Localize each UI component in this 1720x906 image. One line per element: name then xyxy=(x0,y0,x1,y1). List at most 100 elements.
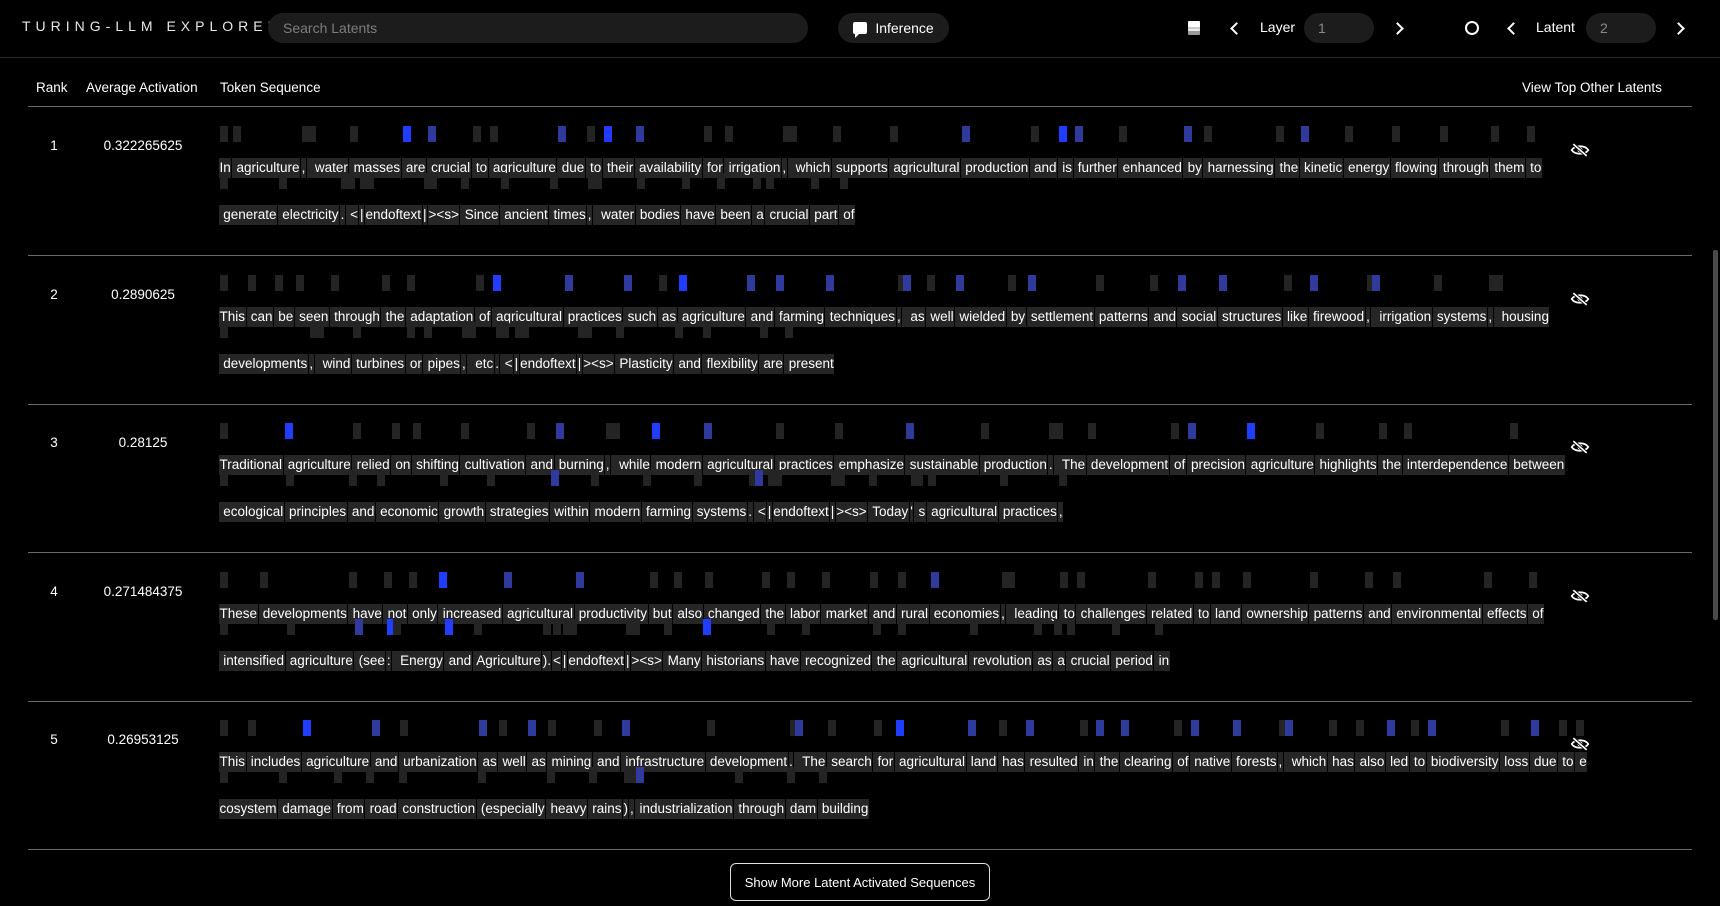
token[interactable]: between xyxy=(1508,423,1565,475)
token[interactable]: is xyxy=(1058,126,1073,178)
token[interactable]: development xyxy=(1086,423,1169,475)
token[interactable]: Traditional xyxy=(219,423,283,475)
token[interactable]: agricultural xyxy=(894,720,966,772)
token[interactable]: agriculture xyxy=(232,126,301,178)
token[interactable]: (especially xyxy=(476,767,546,819)
token[interactable]: agricultural xyxy=(897,619,968,671)
token[interactable]: native xyxy=(1189,720,1231,772)
token[interactable]: , xyxy=(308,322,318,374)
token[interactable]: principles xyxy=(284,470,347,522)
token[interactable]: through xyxy=(1438,126,1490,178)
token[interactable]: enhanced xyxy=(1118,126,1183,178)
token[interactable]: for xyxy=(873,720,894,772)
token[interactable]: present xyxy=(784,322,835,374)
token[interactable]: due xyxy=(1529,720,1557,772)
token[interactable]: Since xyxy=(460,173,499,225)
token[interactable]: ><s> xyxy=(630,619,663,671)
token[interactable]: also xyxy=(1355,720,1385,772)
token[interactable]: can xyxy=(246,275,274,327)
token[interactable]: to xyxy=(1525,126,1542,178)
token[interactable]: , xyxy=(301,126,311,178)
token[interactable]: of xyxy=(839,173,856,225)
token[interactable]: , xyxy=(1487,275,1497,327)
token[interactable]: only xyxy=(407,572,438,624)
token[interactable]: . xyxy=(747,470,757,522)
token[interactable]: emphasize xyxy=(834,423,905,475)
token[interactable]: < xyxy=(345,173,359,225)
token[interactable]: land xyxy=(966,720,997,772)
token[interactable]: | xyxy=(625,619,635,671)
eye-slash-icon[interactable] xyxy=(1570,737,1590,751)
token[interactable]: revolution xyxy=(968,619,1033,671)
token[interactable]: of xyxy=(1169,423,1186,475)
token[interactable]: leading xyxy=(1006,572,1059,624)
token[interactable]: agriculture xyxy=(285,619,354,671)
token[interactable]: and xyxy=(674,322,702,374)
token[interactable]: rains xyxy=(587,767,622,819)
token[interactable]: times xyxy=(549,173,587,225)
token[interactable]: challenges xyxy=(1076,572,1146,624)
token[interactable]: rural xyxy=(896,572,929,624)
token[interactable]: | xyxy=(830,470,840,522)
token[interactable]: The xyxy=(794,720,826,772)
token[interactable]: , xyxy=(781,126,791,178)
token[interactable]: to xyxy=(1193,572,1210,624)
token[interactable]: road xyxy=(365,767,398,819)
token[interactable]: agriculture xyxy=(283,423,352,475)
token[interactable]: , xyxy=(1278,720,1288,772)
token[interactable]: to xyxy=(471,126,488,178)
latent-toggle-button[interactable] xyxy=(1460,16,1484,40)
token[interactable]: developments xyxy=(258,572,348,624)
token[interactable]: | xyxy=(422,173,432,225)
token[interactable]: wind xyxy=(314,322,351,374)
token[interactable]: has xyxy=(1327,720,1355,772)
token[interactable]: to xyxy=(1409,720,1426,772)
token[interactable]: well xyxy=(498,720,527,772)
token[interactable]: ancient xyxy=(499,173,549,225)
latent-prev-button[interactable] xyxy=(1499,16,1523,40)
token[interactable]: market xyxy=(821,572,868,624)
token[interactable]: interdependence xyxy=(1402,423,1508,475)
token[interactable]: ><s> xyxy=(835,470,868,522)
token[interactable]: damage xyxy=(278,767,332,819)
token[interactable]: farming xyxy=(641,470,692,522)
token[interactable]: endoftext xyxy=(772,470,830,522)
token[interactable]: increased xyxy=(438,572,502,624)
token[interactable]: resulted xyxy=(1025,720,1079,772)
token[interactable]: changed xyxy=(703,572,761,624)
scrollbar-thumb[interactable] xyxy=(1713,250,1718,620)
token[interactable]: land xyxy=(1210,572,1242,624)
token[interactable]: highlights xyxy=(1315,423,1378,475)
token[interactable]: . xyxy=(1048,423,1058,475)
token[interactable]: labor xyxy=(785,572,821,624)
token[interactable]: (see xyxy=(354,619,386,671)
token[interactable]: agriculture xyxy=(1246,423,1315,475)
token[interactable]: a xyxy=(751,173,765,225)
token[interactable]: adaptation xyxy=(405,275,474,327)
token[interactable]: ). xyxy=(542,619,552,671)
token[interactable]: construction xyxy=(398,767,476,819)
token[interactable]: | xyxy=(577,322,587,374)
token[interactable]: in xyxy=(1154,619,1170,671)
token[interactable]: irrigation xyxy=(1371,275,1432,327)
latent-input[interactable] xyxy=(1586,13,1656,43)
token[interactable]: of xyxy=(1172,720,1189,772)
token[interactable]: also xyxy=(673,572,703,624)
token[interactable]: generate xyxy=(219,173,278,225)
token[interactable]: kinetic xyxy=(1299,126,1343,178)
token[interactable]: s xyxy=(914,470,926,522)
token[interactable]: , xyxy=(605,423,615,475)
token[interactable]: have xyxy=(765,619,800,671)
show-more-button[interactable]: Show More Latent Activated Sequences xyxy=(730,863,990,901)
token[interactable]: modern xyxy=(651,423,702,475)
token[interactable]: turbines xyxy=(351,322,405,374)
token[interactable]: structures xyxy=(1217,275,1282,327)
token[interactable]: and xyxy=(1363,572,1392,624)
token[interactable]: due xyxy=(557,126,585,178)
token[interactable]: , xyxy=(587,173,597,225)
layer-next-button[interactable] xyxy=(1387,16,1411,40)
token[interactable]: shifting xyxy=(411,423,460,475)
token[interactable]: endoftext xyxy=(567,619,625,671)
token[interactable]: systems xyxy=(1432,275,1487,327)
token[interactable]: | xyxy=(767,470,777,522)
